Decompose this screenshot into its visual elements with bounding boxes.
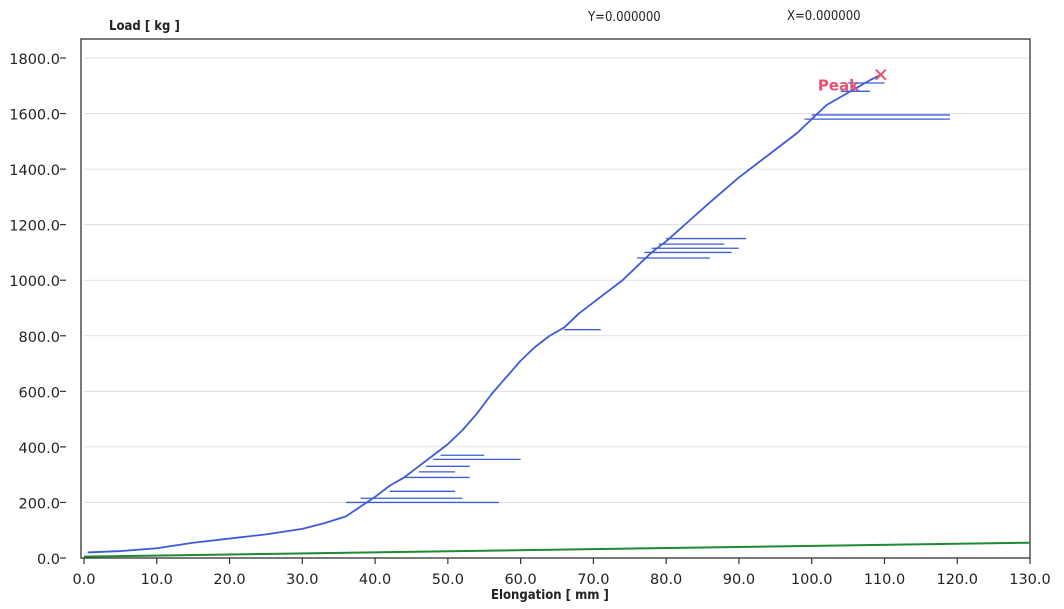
baseline-series-line (83, 541, 1031, 558)
x-tick-label: 90.0 (723, 572, 755, 588)
y-axis-ticks: 0.0 200.0 400.0 600.0 800.0 1000.0 1200.0 1400.… (9, 52, 66, 568)
x-tick-label: 70.0 (577, 572, 609, 588)
x-tick-label: 40.0 (359, 572, 391, 588)
y-tick-label: 0.0 (37, 552, 60, 568)
x-tick-label: 100.0 (791, 572, 833, 588)
y-tick-label: 1600.0 (9, 108, 60, 124)
x-tick-label: 10.0 (141, 572, 173, 588)
x-tick-label: 110.0 (864, 572, 906, 588)
x-readout: X=0.000000 (787, 9, 861, 24)
plot-frame (80, 38, 1031, 559)
grid-lines (84, 57, 1030, 503)
y-readout: Y=0.000000 (588, 10, 661, 25)
y-tick-label: 1800.0 (9, 52, 60, 68)
x-tick-label: 20.0 (213, 572, 245, 588)
x-tick-label: 50.0 (432, 572, 464, 588)
y-tick-label: 400.0 (18, 441, 60, 457)
y-tick-label: 1200.0 (9, 219, 60, 235)
x-tick-label: 0.0 (72, 572, 95, 588)
x-tick-label: 80.0 (650, 572, 682, 588)
series-layer (83, 73, 1031, 558)
y-tick-label: 600.0 (18, 385, 60, 401)
peak-label: Peak (818, 77, 860, 95)
x-tick-label: 130.0 (1009, 572, 1051, 588)
peak-marker (875, 68, 887, 81)
x-axis-ticks: 0.0 10.0 20.0 30.0 40.0 50.0 60.0 70.0 80.0 90.0 1… (72, 558, 1051, 588)
y-tick-label: 800.0 (18, 330, 60, 346)
x-tick-label: 120.0 (936, 572, 978, 588)
x-tick-label: 30.0 (286, 572, 318, 588)
y-axis-label: Load [ kg ] (109, 19, 180, 34)
y-tick-label: 1000.0 (9, 274, 60, 290)
annotation-layer: Peak (818, 68, 887, 95)
x-axis-label: Elongation [ mm ] (491, 588, 609, 603)
x-tick-label: 60.0 (504, 572, 536, 588)
load-series-line (87, 73, 882, 554)
y-tick-label: 1400.0 (9, 163, 60, 179)
y-tick-label: 200.0 (18, 496, 60, 512)
